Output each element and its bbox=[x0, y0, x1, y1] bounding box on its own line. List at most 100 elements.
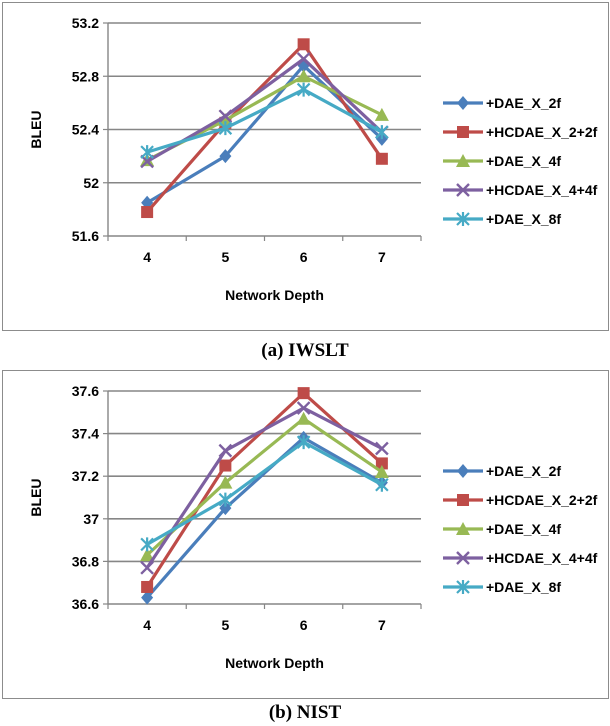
x-tick-label: 4 bbox=[143, 249, 151, 265]
series-dae-x-4f-point bbox=[374, 464, 389, 478]
legend-label: +DAE_X_8f bbox=[486, 579, 561, 595]
series-hcdae-x-2-2f-point bbox=[375, 152, 388, 165]
x-tick-label: 5 bbox=[221, 617, 229, 633]
series-hcdae-x-4-4f-point bbox=[296, 52, 311, 66]
y-tick-label: 36.6 bbox=[72, 596, 99, 612]
legend: +DAE_X_2f +HCDAE_X_2+2f +DAE_X_4f +HCDAE_X_… bbox=[443, 95, 598, 227]
nist-caption: (b) NIST bbox=[268, 702, 342, 723]
series-dae-x-8f-line bbox=[146, 440, 383, 546]
legend-swatch-marker bbox=[456, 154, 470, 167]
series-hcdae-x-2-2f-point bbox=[297, 387, 310, 400]
x-tick-label: 5 bbox=[221, 249, 229, 265]
series-dae-x-8f-point bbox=[140, 537, 154, 552]
legend-item: +DAE_X_8f bbox=[443, 579, 561, 595]
series-hcdae-x-4-4f-point bbox=[140, 560, 154, 575]
y-tick-label: 37 bbox=[83, 511, 99, 527]
x-axis-title: Network Depth bbox=[225, 287, 324, 303]
series-dae-x-4f-point bbox=[218, 475, 233, 489]
series-dae-x-4f-point bbox=[218, 113, 233, 127]
legend-swatch-marker bbox=[457, 464, 469, 478]
series-dae-x-4f-point bbox=[296, 69, 311, 83]
x-tick-label: 4 bbox=[143, 617, 151, 633]
legend-swatch-marker bbox=[457, 126, 469, 138]
series-hcdae-x-2-2f bbox=[141, 38, 388, 219]
series-dae-x-8f-point bbox=[296, 435, 311, 450]
legend-item: +HCDAE_X_2+2f bbox=[443, 124, 598, 140]
series-hcdae-x-4-4f bbox=[140, 401, 389, 575]
y-tick-label: 51.6 bbox=[72, 228, 99, 244]
x-axis-title: Network Depth bbox=[225, 655, 324, 671]
legend-item: +DAE_X_4f bbox=[443, 521, 561, 537]
y-tick-label: 52 bbox=[83, 175, 99, 191]
series-dae-x-8f bbox=[140, 435, 389, 552]
legend-label: +HCDAE_X_4+4f bbox=[486, 550, 598, 566]
series-dae-x-2f-point bbox=[219, 501, 232, 516]
legend-label: +DAE_X_2f bbox=[486, 463, 561, 479]
legend-item: +DAE_X_8f bbox=[443, 211, 561, 227]
x-tick-label: 7 bbox=[378, 617, 386, 633]
series-dae-x-8f-point bbox=[218, 121, 233, 136]
legend-item: +HCDAE_X_4+4f bbox=[443, 182, 598, 198]
series-dae-x-2f-point bbox=[141, 590, 154, 605]
series-hcdae-x-4-4f-point bbox=[375, 441, 389, 456]
series-dae-x-8f-point bbox=[375, 477, 389, 492]
series-hcdae-x-2-2f-point bbox=[375, 457, 388, 470]
series-dae-x-2f-point bbox=[219, 149, 232, 164]
y-tick-label: 37.6 bbox=[72, 383, 99, 399]
series-dae-x-4f bbox=[140, 411, 389, 562]
series-hcdae-x-2-2f-point bbox=[141, 580, 154, 593]
legend-label: +DAE_X_2f bbox=[486, 95, 561, 111]
series-dae-x-8f-point bbox=[375, 125, 389, 140]
series-dae-x-4f-line bbox=[146, 417, 383, 557]
series-dae-x-4f-point bbox=[140, 548, 155, 562]
series-hcdae-x-4-4f-point bbox=[296, 401, 311, 415]
legend-label: +HCDAE_X_2+2f bbox=[486, 124, 598, 140]
nist-line-chart: 36.6 36.8 37 37.2 37.4 37.6 4 5 6 7 Network Depth B… bbox=[28, 383, 598, 671]
series-dae-x-2f bbox=[141, 430, 388, 605]
legend-swatch-marker bbox=[456, 212, 470, 226]
series-hcdae-x-4-4f-point bbox=[218, 109, 233, 124]
y-tick-label: 53.2 bbox=[72, 15, 99, 31]
series-hcdae-x-4-4f-line bbox=[145, 406, 383, 569]
iwslt-chart-panel: 51.6 52 52.4 52.8 53.2 4 5 6 7 Network Depth BLEU +… bbox=[2, 2, 609, 331]
series-dae-x-2f-line bbox=[145, 436, 383, 599]
series-dae-x-8f-point bbox=[140, 145, 154, 160]
y-tick-label: 37.2 bbox=[72, 468, 99, 484]
series-hcdae-x-2-2f-point bbox=[297, 38, 310, 51]
series-dae-x-8f-line bbox=[146, 87, 383, 154]
x-tick-label: 6 bbox=[300, 617, 308, 633]
y-tick-label: 36.8 bbox=[72, 553, 99, 569]
series-dae-x-4f-point bbox=[296, 411, 311, 425]
series-hcdae-x-2-2f-point bbox=[219, 459, 232, 472]
legend-label: +DAE_X_4f bbox=[486, 521, 561, 537]
y-axis-title: BLEU bbox=[28, 110, 44, 148]
legend-label: +HCDAE_X_2+2f bbox=[486, 492, 598, 508]
legend-label: +HCDAE_X_4+4f bbox=[486, 182, 598, 198]
x-tick-label: 6 bbox=[300, 249, 308, 265]
legend-item: +DAE_X_2f bbox=[443, 95, 561, 111]
nist-chart-panel: 36.6 36.8 37 37.2 37.4 37.6 4 5 6 7 Network Depth B… bbox=[2, 370, 609, 699]
legend-item: +HCDAE_X_4+4f bbox=[443, 550, 598, 566]
series-hcdae-x-2-2f-line bbox=[145, 42, 384, 214]
series-dae-x-8f-point bbox=[296, 82, 311, 97]
legend-swatch-marker bbox=[456, 522, 470, 535]
x-tick-label: 7 bbox=[378, 249, 386, 265]
legend-swatch-marker bbox=[457, 494, 469, 506]
series-dae-x-4f-point bbox=[374, 107, 389, 121]
legend-label: +DAE_X_4f bbox=[486, 153, 561, 169]
legend-swatch-marker bbox=[456, 551, 470, 565]
legend-swatch-marker bbox=[456, 183, 470, 197]
legend-item: +HCDAE_X_2+2f bbox=[443, 492, 598, 508]
series-hcdae-x-2-2f-point bbox=[141, 206, 154, 219]
legend-label: +DAE_X_8f bbox=[486, 211, 561, 227]
y-tick-label: 37.4 bbox=[72, 426, 99, 442]
y-axis-title: BLEU bbox=[28, 478, 44, 516]
legend-swatch-marker bbox=[457, 96, 469, 110]
legend-swatch-marker bbox=[456, 580, 470, 594]
y-tick-label: 52.8 bbox=[72, 68, 99, 84]
y-tick-label: 52.4 bbox=[72, 122, 99, 138]
iwslt-caption: (a) IWSLT bbox=[261, 340, 349, 361]
series-dae-x-8f-point bbox=[218, 492, 233, 507]
legend: +DAE_X_2f +HCDAE_X_2+2f +DAE_X_4f +HCDAE_X_… bbox=[443, 463, 598, 595]
series-hcdae-x-4-4f-point bbox=[218, 443, 233, 458]
